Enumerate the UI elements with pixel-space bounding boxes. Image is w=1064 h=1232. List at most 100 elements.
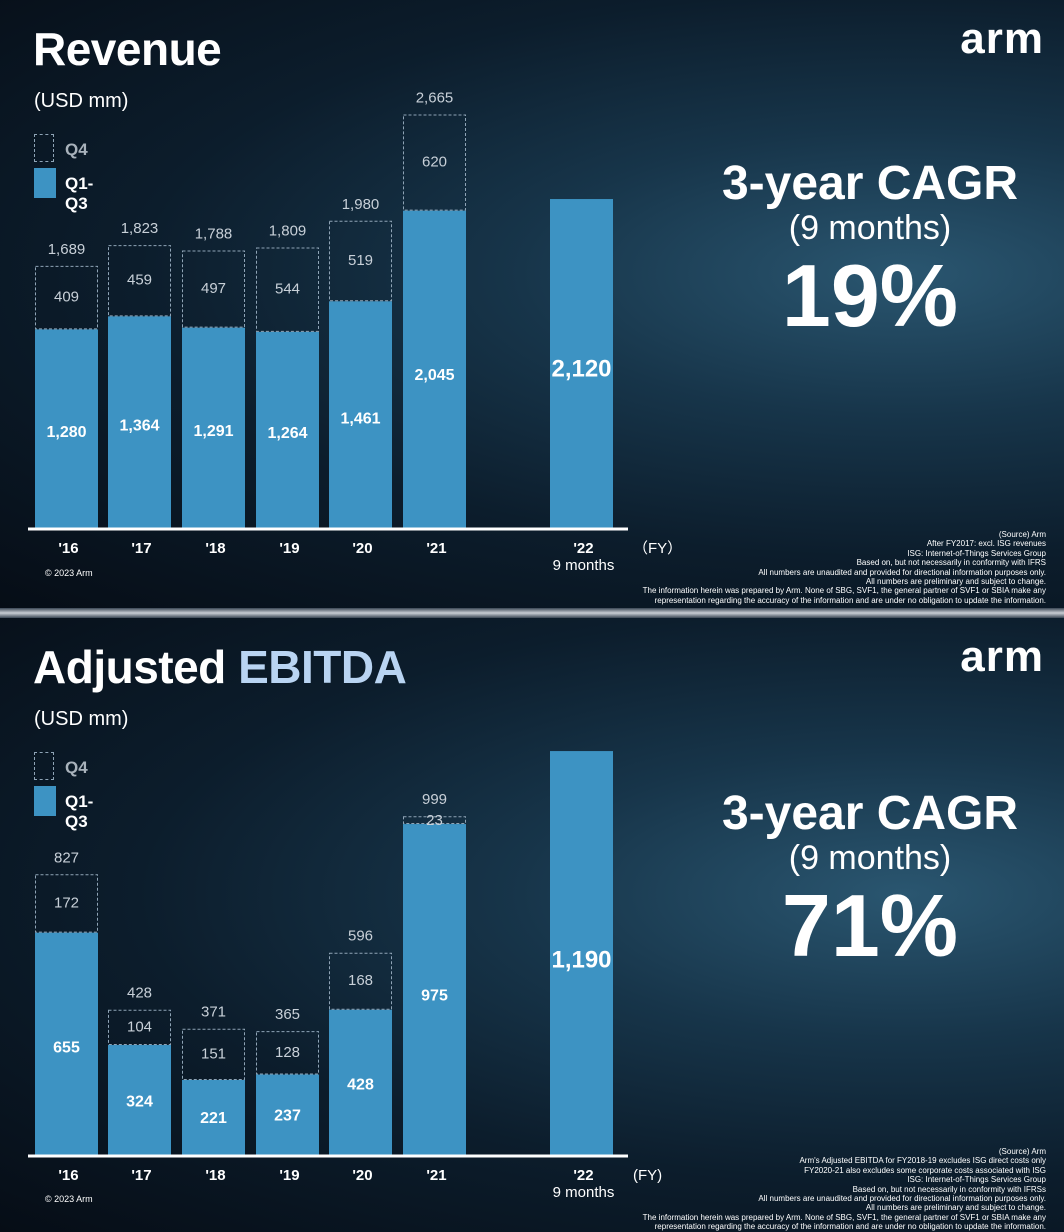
arm-logo: arm	[960, 632, 1044, 681]
cagr-heading: 3-year CAGR	[721, 787, 1019, 840]
data-label-q4: 544	[275, 281, 300, 298]
x-tick-sublabel: 9 months	[553, 1184, 615, 1201]
data-label-q1q3: 324	[126, 1093, 153, 1110]
cagr-period: (9 months)	[788, 839, 952, 877]
revenue-copyright: © 2023 Arm	[45, 568, 93, 578]
legend-label-q1q3: Q1-Q3	[65, 792, 94, 831]
x-axis-unit: （FY）	[633, 540, 682, 557]
data-label-q1q3: 1,291	[193, 423, 233, 440]
bar-q1q3	[403, 824, 466, 1155]
ebitda-panel: Adjusted EBITDA arm (USD mm) Q4 Q1-Q3 65…	[0, 618, 1064, 1232]
cagr-value: 19%	[781, 246, 959, 345]
bar-q1q3	[35, 329, 98, 528]
ebitda-units: (USD mm)	[34, 708, 129, 730]
legend-swatch-q4	[34, 752, 54, 780]
data-label-total: 999	[422, 791, 447, 808]
legend-swatch-q4	[34, 134, 54, 162]
bar-q1q3	[403, 210, 466, 528]
footnote-line: All numbers are preliminary and subject …	[865, 577, 1046, 587]
footnote-line: Based on, but not necessarily in conform…	[852, 1184, 1046, 1194]
cagr-value: 71%	[781, 876, 959, 975]
bar-q1q3	[550, 199, 613, 528]
cagr-heading: 3-year CAGR	[721, 157, 1019, 210]
data-label-q1q3: 1,364	[119, 418, 159, 435]
footnote-line: The information herein was prepared by A…	[642, 586, 1046, 596]
bar-q1q3	[550, 751, 613, 1155]
ebitda-notes: (Source) Arm Arm's Adjusted EBITDA for FY…	[586, 1147, 1046, 1232]
revenue-title: Revenue	[33, 23, 222, 75]
data-label-q1q3: 2,045	[414, 367, 454, 384]
ebitda-title: Adjusted EBITDA	[33, 641, 407, 693]
footnote-line: (Source) Arm	[998, 530, 1046, 539]
data-label-q1q3: 2,120	[551, 355, 611, 382]
legend-swatch-q1q3	[34, 786, 56, 816]
data-label-total: 2,665	[416, 89, 454, 106]
data-label-q4: 151	[201, 1045, 226, 1062]
footnote-line: Arm's Adjusted EBITDA for FY2018-19 excl…	[799, 1156, 1046, 1166]
ebitda-cagr: 3-year CAGR (9 months) 71%	[660, 788, 1064, 976]
data-label-q1q3: 428	[347, 1076, 374, 1093]
data-label-q1q3: 1,280	[46, 424, 86, 441]
data-label-q4: 620	[422, 154, 447, 171]
data-label-total: 1,689	[48, 241, 86, 258]
x-tick-label: '18	[205, 1167, 225, 1184]
x-tick-label: '19	[279, 540, 299, 557]
footnote-line: All numbers are unaudited and provided f…	[758, 1194, 1046, 1204]
data-label-q1q3: 1,190	[551, 946, 611, 973]
x-tick-label: '22	[573, 1167, 593, 1184]
x-tick-label: '20	[352, 540, 372, 557]
revenue-panel: Revenue arm (USD mm) Q4 Q1-Q3 1,280 409 1,…	[0, 0, 1064, 608]
bar-q4	[403, 114, 466, 211]
x-tick-label: '18	[205, 540, 225, 557]
revenue-units: (USD mm)	[34, 90, 129, 112]
footnote-line: After FY2017: excl. ISG revenues	[926, 539, 1046, 549]
arm-logo: arm	[960, 14, 1044, 63]
bar-q1q3	[182, 1079, 245, 1155]
bar-q1q3	[108, 1045, 171, 1155]
footnote-line: All numbers are unaudited and provided f…	[758, 567, 1046, 577]
revenue-bar-chart: 1,280 409 1,689 '16 1,364 459 1,823 '17 1,291 497…	[28, 89, 682, 574]
x-axis-unit: (FY)	[633, 1167, 662, 1184]
footnote-line: representation regarding the accuracy of…	[654, 595, 1046, 605]
data-label-q1q3: 221	[200, 1110, 227, 1127]
data-label-total: 827	[54, 849, 79, 866]
data-label-total: 1,980	[342, 196, 380, 213]
data-label-q1q3: 237	[274, 1108, 301, 1125]
data-label-q4: 459	[127, 272, 152, 289]
legend-label-q4: Q4	[65, 758, 88, 777]
panel-divider	[0, 608, 1064, 618]
data-label-q4: 497	[201, 280, 226, 297]
data-label-q4: 168	[348, 972, 373, 989]
data-label-q4: 172	[54, 894, 79, 911]
revenue-cagr: 3-year CAGR (9 months) 19%	[660, 158, 1064, 346]
footnote-line: The information herein was prepared by A…	[642, 1212, 1046, 1222]
bar-q4	[256, 247, 319, 332]
footnote-line: All numbers are preliminary and subject …	[865, 1203, 1046, 1213]
bar-q4	[35, 265, 98, 330]
legend-label-q4: Q4	[65, 140, 88, 159]
bar-q4	[35, 874, 98, 933]
data-label-q4: 104	[127, 1018, 152, 1035]
bar-q4	[108, 1009, 171, 1046]
x-tick-label: '20	[352, 1167, 372, 1184]
data-label-total: 428	[127, 985, 152, 1002]
x-tick-label: '21	[426, 1167, 446, 1184]
data-label-total: 1,788	[195, 226, 233, 243]
ebitda-bar-chart: 655 172 827 '16 324 104 428 '17 221 151 371 '18 237 1…	[28, 751, 662, 1201]
ebitda-title-highlight: EBITDA	[238, 641, 407, 693]
bar-q4	[403, 816, 466, 825]
data-label-total: 371	[201, 1004, 226, 1021]
x-tick-label: '16	[58, 540, 78, 557]
x-tick-label: '16	[58, 1167, 78, 1184]
bar-q1q3	[182, 327, 245, 528]
data-label-q4: 409	[54, 289, 79, 306]
bar-q1q3	[256, 331, 319, 528]
legend-swatch-q1q3	[34, 168, 56, 198]
bar-q1q3	[108, 316, 171, 528]
x-tick-label: '21	[426, 540, 446, 557]
revenue-notes: (Source) Arm After FY2017: excl. ISG reve…	[586, 530, 1046, 605]
bar-q1q3	[329, 1009, 392, 1155]
bar-q4	[182, 250, 245, 328]
bar-q4	[108, 245, 171, 317]
x-tick-sublabel: 9 months	[553, 557, 615, 574]
